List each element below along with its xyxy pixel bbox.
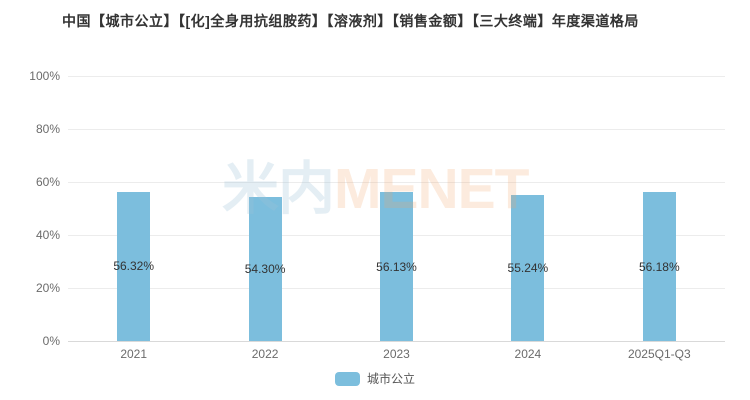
x-axis-tick-2024: 2024 — [514, 347, 542, 361]
gridline-60 — [68, 182, 725, 183]
chart-title: 中国【城市公立】【[化]全身用抗组胺药】【溶液剂】【销售金额】【三大终端】年度渠… — [62, 13, 639, 29]
x-axis-line — [68, 341, 725, 342]
bar-value-label-2022: 54.30% — [244, 262, 286, 277]
bar-2024[interactable] — [511, 194, 545, 341]
gridline-80 — [68, 129, 725, 130]
x-axis-tick-2021: 2021 — [120, 347, 148, 361]
x-axis-tick-2025Q1-Q3: 2025Q1-Q3 — [627, 347, 691, 361]
bar-2022[interactable] — [248, 197, 282, 341]
legend-label[interactable]: 城市公立 — [366, 372, 415, 386]
y-axis-tick-20: 20% — [35, 281, 60, 295]
y-axis-tick-0: 0% — [42, 334, 60, 348]
x-axis-tick-2022: 2022 — [251, 347, 279, 361]
y-axis-tick-60: 60% — [35, 175, 60, 189]
gridline-100 — [68, 76, 725, 77]
x-axis-tick-2023: 2023 — [383, 347, 410, 361]
legend: 城市公立 — [0, 372, 750, 386]
bar-2021[interactable] — [117, 191, 151, 341]
bar-value-label-2025Q1-Q3: 56.18% — [638, 259, 680, 274]
bar-value-label-2021: 56.32% — [113, 259, 155, 274]
bar-2023[interactable] — [380, 192, 413, 341]
y-axis-tick-40: 40% — [35, 228, 60, 242]
bar-2025Q1-Q3[interactable] — [642, 192, 676, 341]
legend-swatch[interactable] — [334, 372, 360, 386]
y-axis-tick-100: 100% — [29, 69, 60, 83]
y-axis-tick-80: 80% — [35, 122, 60, 136]
bar-value-label-2024: 55.24% — [507, 260, 549, 275]
bar-value-label-2023: 56.13% — [376, 259, 417, 274]
